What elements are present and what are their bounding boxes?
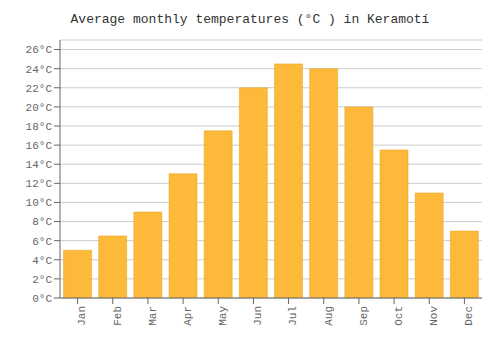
svg-text:4°C: 4°C: [32, 255, 52, 267]
svg-text:Jan: Jan: [76, 306, 88, 326]
svg-text:8°C: 8°C: [32, 216, 52, 228]
svg-text:Jul: Jul: [287, 306, 299, 326]
svg-text:Dec: Dec: [463, 306, 475, 326]
svg-text:Feb: Feb: [112, 306, 124, 326]
svg-text:20°C: 20°C: [26, 102, 53, 114]
svg-text:Mar: Mar: [147, 306, 159, 326]
svg-text:6°C: 6°C: [32, 236, 52, 248]
svg-text:Oct: Oct: [393, 306, 405, 326]
html-text:Average monthly temperatures (: Average monthly temperatures (°C ) in Ke…: [70, 12, 430, 27]
svg-text:2°C: 2°C: [32, 274, 52, 286]
svg-text:22°C: 22°C: [26, 83, 53, 95]
svg-text:Nov: Nov: [428, 306, 440, 326]
svg-text:16°C: 16°C: [26, 140, 53, 152]
svg-text:Jun: Jun: [252, 306, 264, 326]
svg-text:14°C: 14°C: [26, 159, 53, 171]
svg-text:0°C: 0°C: [32, 293, 52, 305]
svg-text:May: May: [217, 306, 229, 326]
svg-text:10°C: 10°C: [26, 197, 53, 209]
svg-text:12°C: 12°C: [26, 178, 53, 190]
svg-text:26°C: 26°C: [26, 44, 53, 56]
svg-text:Aug: Aug: [323, 306, 335, 326]
svg-text:Apr: Apr: [182, 306, 194, 326]
svg-text:24°C: 24°C: [26, 64, 53, 76]
svg-text:18°C: 18°C: [26, 121, 53, 133]
svg-text:Sep: Sep: [358, 306, 370, 326]
